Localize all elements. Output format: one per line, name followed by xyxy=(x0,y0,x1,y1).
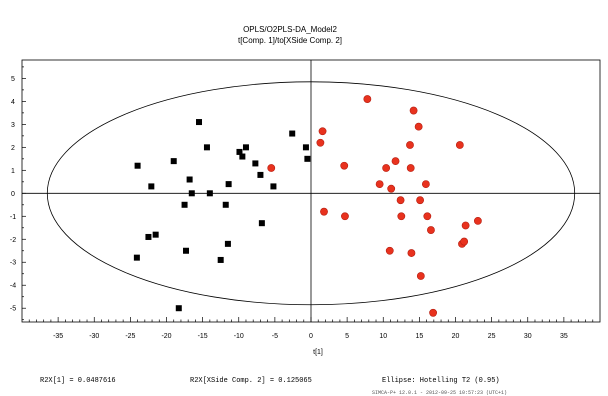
circle-marker xyxy=(423,212,432,221)
circle-marker xyxy=(409,106,418,115)
y-tick-label: -1 xyxy=(10,214,16,221)
chart-title: OPLS/O2PLS-DA_Model2 xyxy=(243,25,337,34)
y-tick-label: 5 xyxy=(11,76,15,83)
x-tick-label: 0 xyxy=(309,333,313,340)
r2x-xside-annotation: R2X[XSide Comp. 2] = 0.125065 xyxy=(190,377,312,385)
circle-marker xyxy=(397,212,406,221)
circle-marker xyxy=(407,249,416,257)
square-marker xyxy=(236,148,243,155)
square-marker xyxy=(148,183,155,190)
square-marker xyxy=(289,130,296,137)
circle-marker xyxy=(427,226,435,234)
circle-marker xyxy=(473,216,482,225)
x-tick-label: 10 xyxy=(379,333,387,340)
circle-marker xyxy=(375,180,384,189)
circle-marker xyxy=(385,246,394,255)
circle-marker xyxy=(387,184,396,193)
chart-subtitle: t[Comp. 1]/to[XSide Comp. 2] xyxy=(238,36,342,45)
x-tick-label: -10 xyxy=(234,333,244,340)
ellipse-annotation: Ellipse: Hotelling T2 (0.95) xyxy=(382,377,500,385)
y-tick-label: -3 xyxy=(10,260,16,267)
x-tick-label: 15 xyxy=(415,333,423,340)
circle-marker xyxy=(316,138,325,147)
square-marker xyxy=(222,201,229,208)
circle-marker xyxy=(341,212,349,221)
square-marker xyxy=(206,190,213,197)
y-tick-label: -5 xyxy=(10,306,16,313)
x-tick-label: -30 xyxy=(89,333,99,340)
circle-marker xyxy=(429,308,438,317)
y-tick-label: 4 xyxy=(11,99,15,106)
y-tick-label: 1 xyxy=(11,168,15,175)
circle-marker xyxy=(421,180,430,189)
y-tick-label: 2 xyxy=(11,145,15,152)
software-footnote: SIMCA-P+ 12.0.1 - 2012-09-25 10:57:23 (U… xyxy=(372,390,507,396)
x-tick-label: 20 xyxy=(452,333,460,340)
square-marker xyxy=(134,162,141,169)
x-tick-label: -15 xyxy=(198,333,208,340)
square-marker xyxy=(133,254,140,261)
square-marker xyxy=(186,176,193,183)
square-marker xyxy=(257,171,264,178)
square-marker xyxy=(224,240,231,247)
square-marker xyxy=(302,144,309,151)
circle-marker xyxy=(340,161,349,170)
circle-marker xyxy=(396,196,405,205)
circle-marker xyxy=(391,157,400,166)
y-tick-label: -4 xyxy=(10,283,16,290)
square-marker xyxy=(196,119,203,126)
x-tick-label: 25 xyxy=(488,333,496,340)
x-axis-label: t[1] xyxy=(313,349,323,356)
circle-marker xyxy=(267,164,276,172)
circle-marker xyxy=(363,95,372,103)
zero-lines xyxy=(22,60,600,322)
circle-marker xyxy=(416,272,425,280)
square-marker xyxy=(183,247,190,254)
square-marker xyxy=(252,160,259,167)
circle-marker xyxy=(320,207,328,216)
y-tick-label: 3 xyxy=(11,122,15,129)
circle-marker xyxy=(455,141,464,149)
x-tick-label: -5 xyxy=(272,333,278,340)
r2x-comp1-annotation: R2X[1] = 0.0487616 xyxy=(40,377,116,385)
square-marker xyxy=(170,158,177,165)
hotelling-ellipse xyxy=(46,81,576,306)
x-tick-label: -25 xyxy=(125,333,135,340)
circle-marker xyxy=(461,221,470,230)
square-marker xyxy=(242,144,249,151)
x-tick-label: 5 xyxy=(345,333,349,340)
square-marker xyxy=(217,256,224,263)
circle-marker xyxy=(318,127,327,136)
circle-marker xyxy=(382,164,391,172)
square-marker xyxy=(258,220,265,227)
circle-marker xyxy=(416,196,424,205)
circle-marker xyxy=(460,237,469,246)
x-tick-label: 35 xyxy=(560,333,568,340)
ellipse-outline xyxy=(46,81,576,306)
square-marker xyxy=(181,201,188,208)
circle-marker xyxy=(414,122,423,131)
circle-marker xyxy=(406,164,415,172)
y-tick-label: -2 xyxy=(10,237,16,244)
square-marker xyxy=(188,190,195,197)
square-marker xyxy=(225,181,232,188)
square-marker xyxy=(152,231,159,238)
square-marker xyxy=(304,155,311,162)
x-tick-label: -20 xyxy=(161,333,171,340)
square-marker xyxy=(175,305,182,312)
square-marker xyxy=(270,183,277,190)
square-marker xyxy=(203,144,210,151)
square-marker xyxy=(145,233,152,240)
x-axis: -35 -30 -25 -20 -15 -10 -5 0 5 10 15 20 25 30 35 xyxy=(28,317,594,340)
x-tick-label: -35 xyxy=(53,333,63,340)
data-points xyxy=(133,95,482,317)
square-marker xyxy=(239,153,246,160)
circle-marker xyxy=(406,141,414,149)
x-tick-label: 30 xyxy=(524,333,532,340)
y-tick-label: 0 xyxy=(11,191,15,198)
